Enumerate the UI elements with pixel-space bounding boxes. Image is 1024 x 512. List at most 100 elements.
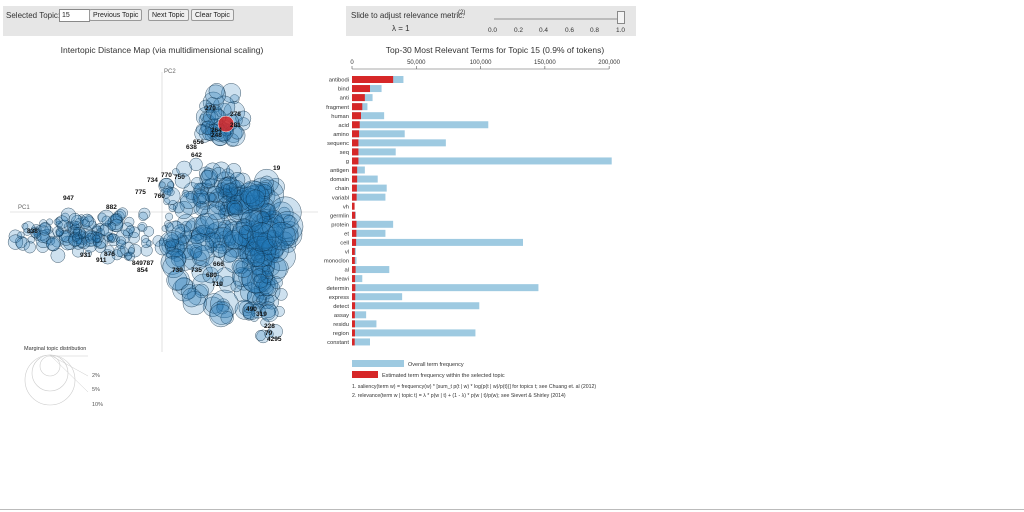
- bar-topic-frequency[interactable]: [352, 302, 356, 310]
- bar-topic-frequency[interactable]: [352, 139, 359, 147]
- topic-circle[interactable]: [53, 218, 61, 226]
- term-label[interactable]: germlin: [330, 213, 349, 219]
- topic-circle[interactable]: [55, 228, 64, 237]
- topic-circle[interactable]: [190, 177, 204, 190]
- topic-circle[interactable]: [78, 231, 86, 240]
- topic-circle[interactable]: [22, 221, 35, 234]
- topic-circle[interactable]: [260, 303, 279, 322]
- bar-topic-frequency[interactable]: [352, 320, 355, 328]
- bar-overall-frequency[interactable]: [352, 338, 370, 346]
- topic-circle[interactable]: [68, 212, 82, 226]
- topic-circle[interactable]: [158, 230, 187, 259]
- topic-circle[interactable]: [194, 283, 209, 299]
- topic-circle[interactable]: [128, 247, 135, 255]
- topic-circle[interactable]: [205, 192, 216, 203]
- topic-circle[interactable]: [17, 231, 25, 239]
- topic-circle[interactable]: [115, 236, 127, 247]
- topic-circle[interactable]: [166, 220, 185, 240]
- topic-circle[interactable]: [125, 251, 135, 262]
- topic-circle[interactable]: [141, 238, 151, 249]
- topic-circle[interactable]: [174, 277, 194, 296]
- bar-topic-frequency[interactable]: [352, 193, 357, 201]
- topic-circle[interactable]: [72, 233, 80, 242]
- bar-overall-frequency[interactable]: [352, 320, 377, 328]
- topic-circle[interactable]: [206, 104, 223, 121]
- term-label[interactable]: chain: [335, 186, 349, 192]
- bar-overall-frequency[interactable]: [352, 275, 363, 283]
- topic-circle[interactable]: [23, 241, 36, 254]
- term-label[interactable]: monoclon: [324, 259, 349, 265]
- topic-circle[interactable]: [109, 218, 124, 233]
- topic-circle[interactable]: [85, 233, 96, 244]
- bar-topic-frequency[interactable]: [352, 166, 358, 174]
- bar-overall-frequency[interactable]: [352, 130, 405, 138]
- topic-circle[interactable]: [183, 182, 201, 200]
- previous-topic-button[interactable]: Previous Topic: [89, 9, 143, 21]
- topic-circle[interactable]: [107, 222, 117, 231]
- topic-circle[interactable]: [104, 245, 115, 255]
- topic-circle[interactable]: [191, 261, 213, 283]
- topic-circle[interactable]: [138, 211, 148, 222]
- topic-circle[interactable]: [50, 248, 66, 263]
- topic-circle[interactable]: [165, 240, 176, 252]
- topic-circle[interactable]: [120, 222, 135, 237]
- topic-circle[interactable]: [84, 249, 92, 258]
- topic-circle[interactable]: [233, 257, 254, 278]
- topic-circle[interactable]: [268, 324, 283, 339]
- topic-circle[interactable]: [200, 168, 218, 186]
- topic-circle[interactable]: [93, 232, 104, 244]
- topic-circle[interactable]: [253, 273, 268, 289]
- bar-overall-frequency[interactable]: [352, 112, 385, 120]
- topic-circle[interactable]: [94, 241, 107, 253]
- topic-circle[interactable]: [242, 184, 271, 212]
- bar-topic-frequency[interactable]: [352, 85, 370, 93]
- topic-circle[interactable]: [212, 130, 228, 147]
- topic-circle[interactable]: [174, 172, 191, 189]
- term-label[interactable]: et: [344, 231, 349, 237]
- topic-circle[interactable]: [167, 181, 175, 189]
- bar-overall-frequency[interactable]: [352, 148, 396, 156]
- topic-circle[interactable]: [245, 189, 266, 210]
- topic-circle[interactable]: [264, 329, 274, 339]
- topic-circle[interactable]: [195, 123, 207, 135]
- topic-circle[interactable]: [244, 235, 276, 268]
- topic-circle[interactable]: [194, 182, 209, 197]
- bar-overall-frequency[interactable]: [352, 175, 378, 183]
- bar-topic-frequency[interactable]: [352, 338, 355, 346]
- topic-circle[interactable]: [117, 207, 129, 219]
- topic-circle[interactable]: [99, 222, 114, 237]
- term-label[interactable]: anti: [340, 96, 349, 102]
- bar-topic-frequency[interactable]: [352, 130, 360, 138]
- topic-circle[interactable]: [108, 233, 118, 243]
- topic-circle[interactable]: [165, 212, 174, 221]
- topic-circle[interactable]: [256, 232, 274, 250]
- selected-topic-circle[interactable]: [217, 115, 235, 133]
- topic-circle[interactable]: [205, 256, 224, 275]
- bar-topic-frequency[interactable]: [352, 293, 356, 301]
- topic-circles[interactable]: [7, 83, 304, 344]
- bar-overall-frequency[interactable]: [352, 157, 612, 165]
- topic-circle[interactable]: [189, 157, 203, 172]
- topic-circle[interactable]: [253, 179, 284, 210]
- topic-circle[interactable]: [8, 229, 22, 243]
- topic-circle[interactable]: [254, 277, 281, 304]
- topic-circle[interactable]: [215, 201, 225, 211]
- lambda-slider[interactable]: [494, 11, 625, 30]
- term-label[interactable]: express: [329, 295, 349, 301]
- term-label[interactable]: al: [344, 268, 349, 274]
- topic-circle[interactable]: [27, 236, 35, 244]
- lambda-slider-handle[interactable]: [617, 11, 625, 24]
- topic-circle[interactable]: [78, 228, 86, 236]
- topic-circle[interactable]: [128, 226, 141, 239]
- topic-circle[interactable]: [208, 191, 225, 208]
- topic-circle[interactable]: [254, 168, 280, 194]
- topic-circle[interactable]: [72, 220, 82, 231]
- topic-circle[interactable]: [163, 198, 171, 206]
- topic-circle[interactable]: [31, 229, 41, 239]
- topic-circle[interactable]: [181, 287, 202, 308]
- topic-circle[interactable]: [116, 239, 126, 250]
- topic-circle[interactable]: [182, 291, 207, 316]
- topic-circle[interactable]: [260, 318, 270, 328]
- topic-circle[interactable]: [100, 249, 116, 265]
- topic-circle[interactable]: [235, 110, 252, 127]
